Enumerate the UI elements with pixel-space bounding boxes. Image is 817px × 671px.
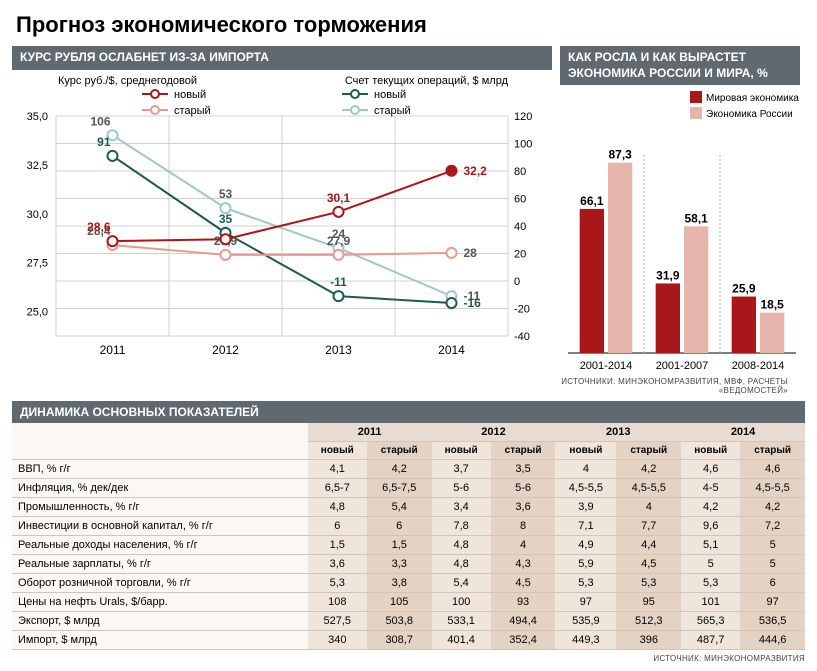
svg-text:Счет текущих операций, $ млрд: Счет текущих операций, $ млрд bbox=[345, 75, 509, 87]
svg-text:2012: 2012 bbox=[212, 343, 239, 357]
svg-text:27,9: 27,9 bbox=[327, 233, 351, 247]
table-header: ДИНАМИКА ОСНОВНЫХ ПОКАЗАТЕЛЕЙ bbox=[12, 401, 805, 423]
svg-text:28: 28 bbox=[464, 245, 478, 259]
svg-text:25,0: 25,0 bbox=[27, 306, 48, 318]
svg-text:старый: старый bbox=[174, 105, 211, 117]
svg-text:2014: 2014 bbox=[438, 343, 465, 357]
svg-text:87,3: 87,3 bbox=[608, 148, 632, 162]
page-title: Прогноз экономического торможения bbox=[0, 0, 817, 46]
svg-text:старый: старый bbox=[374, 105, 411, 117]
svg-text:новый: новый bbox=[374, 89, 406, 101]
svg-text:-16: -16 bbox=[464, 296, 482, 310]
bar-chart-area: Мировая экономика Экономика России 66,1 87,… bbox=[560, 85, 800, 375]
infographic-root: Прогноз экономического торможения КУРС Р… bbox=[0, 0, 817, 671]
svg-text:80: 80 bbox=[514, 166, 526, 178]
svg-text:30,0: 30,0 bbox=[27, 208, 48, 220]
svg-text:30,1: 30,1 bbox=[327, 190, 351, 204]
svg-text:35,0: 35,0 bbox=[27, 111, 48, 123]
svg-text:53: 53 bbox=[219, 187, 233, 201]
line-chart-svg: -40 -20 0 20 40 60 80 100 120 25,0 27,5 30,0 32,5 35,… bbox=[12, 70, 552, 360]
svg-text:20: 20 bbox=[514, 248, 526, 260]
svg-text:2008-2014: 2008-2014 bbox=[732, 360, 785, 372]
svg-text:0: 0 bbox=[514, 276, 520, 288]
svg-text:28,6: 28,6 bbox=[87, 220, 111, 234]
line-chart-panel: КУРС РУБЛЯ ОСЛАБНЕТ ИЗ-ЗА ИМПОРТА -40 -20… bbox=[12, 46, 552, 395]
svg-text:-11: -11 bbox=[330, 275, 347, 289]
svg-text:2013: 2013 bbox=[325, 343, 352, 357]
svg-text:18,5: 18,5 bbox=[760, 298, 784, 312]
table-source: ИСТОЧНИК: МИНЭКОНОМРАЗВИТИЯ bbox=[0, 650, 817, 663]
svg-text:25,9: 25,9 bbox=[732, 282, 756, 296]
svg-text:27,5: 27,5 bbox=[27, 257, 48, 269]
svg-text:31,9: 31,9 bbox=[656, 269, 680, 283]
top-charts-row: КУРС РУБЛЯ ОСЛАБНЕТ ИЗ-ЗА ИМПОРТА -40 -20… bbox=[0, 46, 817, 395]
svg-text:35: 35 bbox=[219, 211, 233, 225]
svg-text:-40: -40 bbox=[514, 331, 530, 343]
svg-text:32,2: 32,2 bbox=[464, 163, 488, 177]
svg-text:2011: 2011 bbox=[100, 343, 126, 357]
svg-text:106: 106 bbox=[90, 114, 110, 128]
svg-text:40: 40 bbox=[514, 221, 526, 233]
svg-text:58,1: 58,1 bbox=[684, 212, 708, 226]
svg-text:66,1: 66,1 bbox=[580, 194, 604, 208]
line-chart-header: КУРС РУБЛЯ ОСЛАБНЕТ ИЗ-ЗА ИМПОРТА bbox=[12, 46, 552, 70]
bar-chart-sources: ИСТОЧНИКИ: МИНЭКОНОМРАЗВИТИЯ, МВФ, РАСЧЕ… bbox=[560, 375, 800, 395]
svg-text:91: 91 bbox=[97, 134, 111, 148]
svg-text:32,5: 32,5 bbox=[27, 159, 48, 171]
table-section: ДИНАМИКА ОСНОВНЫХ ПОКАЗАТЕЛЕЙ 2011201220… bbox=[0, 395, 817, 650]
svg-text:100: 100 bbox=[514, 138, 532, 150]
svg-text:2001-2014: 2001-2014 bbox=[580, 360, 633, 372]
svg-text:120: 120 bbox=[514, 111, 532, 123]
svg-text:Экономика России: Экономика России bbox=[706, 109, 793, 120]
indicators-table: 2011201220132014новыйстарыйновыйстарыйно… bbox=[12, 423, 805, 650]
svg-text:Курс руб./$, среднегодовой: Курс руб./$, среднегодовой bbox=[58, 75, 197, 87]
bar-chart-panel: КАК РОСЛА И КАК ВЫРАСТЕТ ЭКОНОМИКА РОССИ… bbox=[560, 46, 800, 395]
bar-chart-svg: Мировая экономика Экономика России 66,1 87,… bbox=[560, 85, 800, 375]
svg-text:новый: новый bbox=[174, 89, 206, 101]
bar-chart-header: КАК РОСЛА И КАК ВЫРАСТЕТ ЭКОНОМИКА РОССИ… bbox=[560, 46, 800, 85]
svg-text:-20: -20 bbox=[514, 303, 530, 315]
line-chart-area: -40 -20 0 20 40 60 80 100 120 25,0 27,5 30,0 32,5 35,… bbox=[12, 70, 552, 360]
svg-text:60: 60 bbox=[514, 193, 526, 205]
svg-text:2001-2007: 2001-2007 bbox=[656, 360, 709, 372]
svg-text:Мировая экономика: Мировая экономика bbox=[706, 93, 799, 104]
